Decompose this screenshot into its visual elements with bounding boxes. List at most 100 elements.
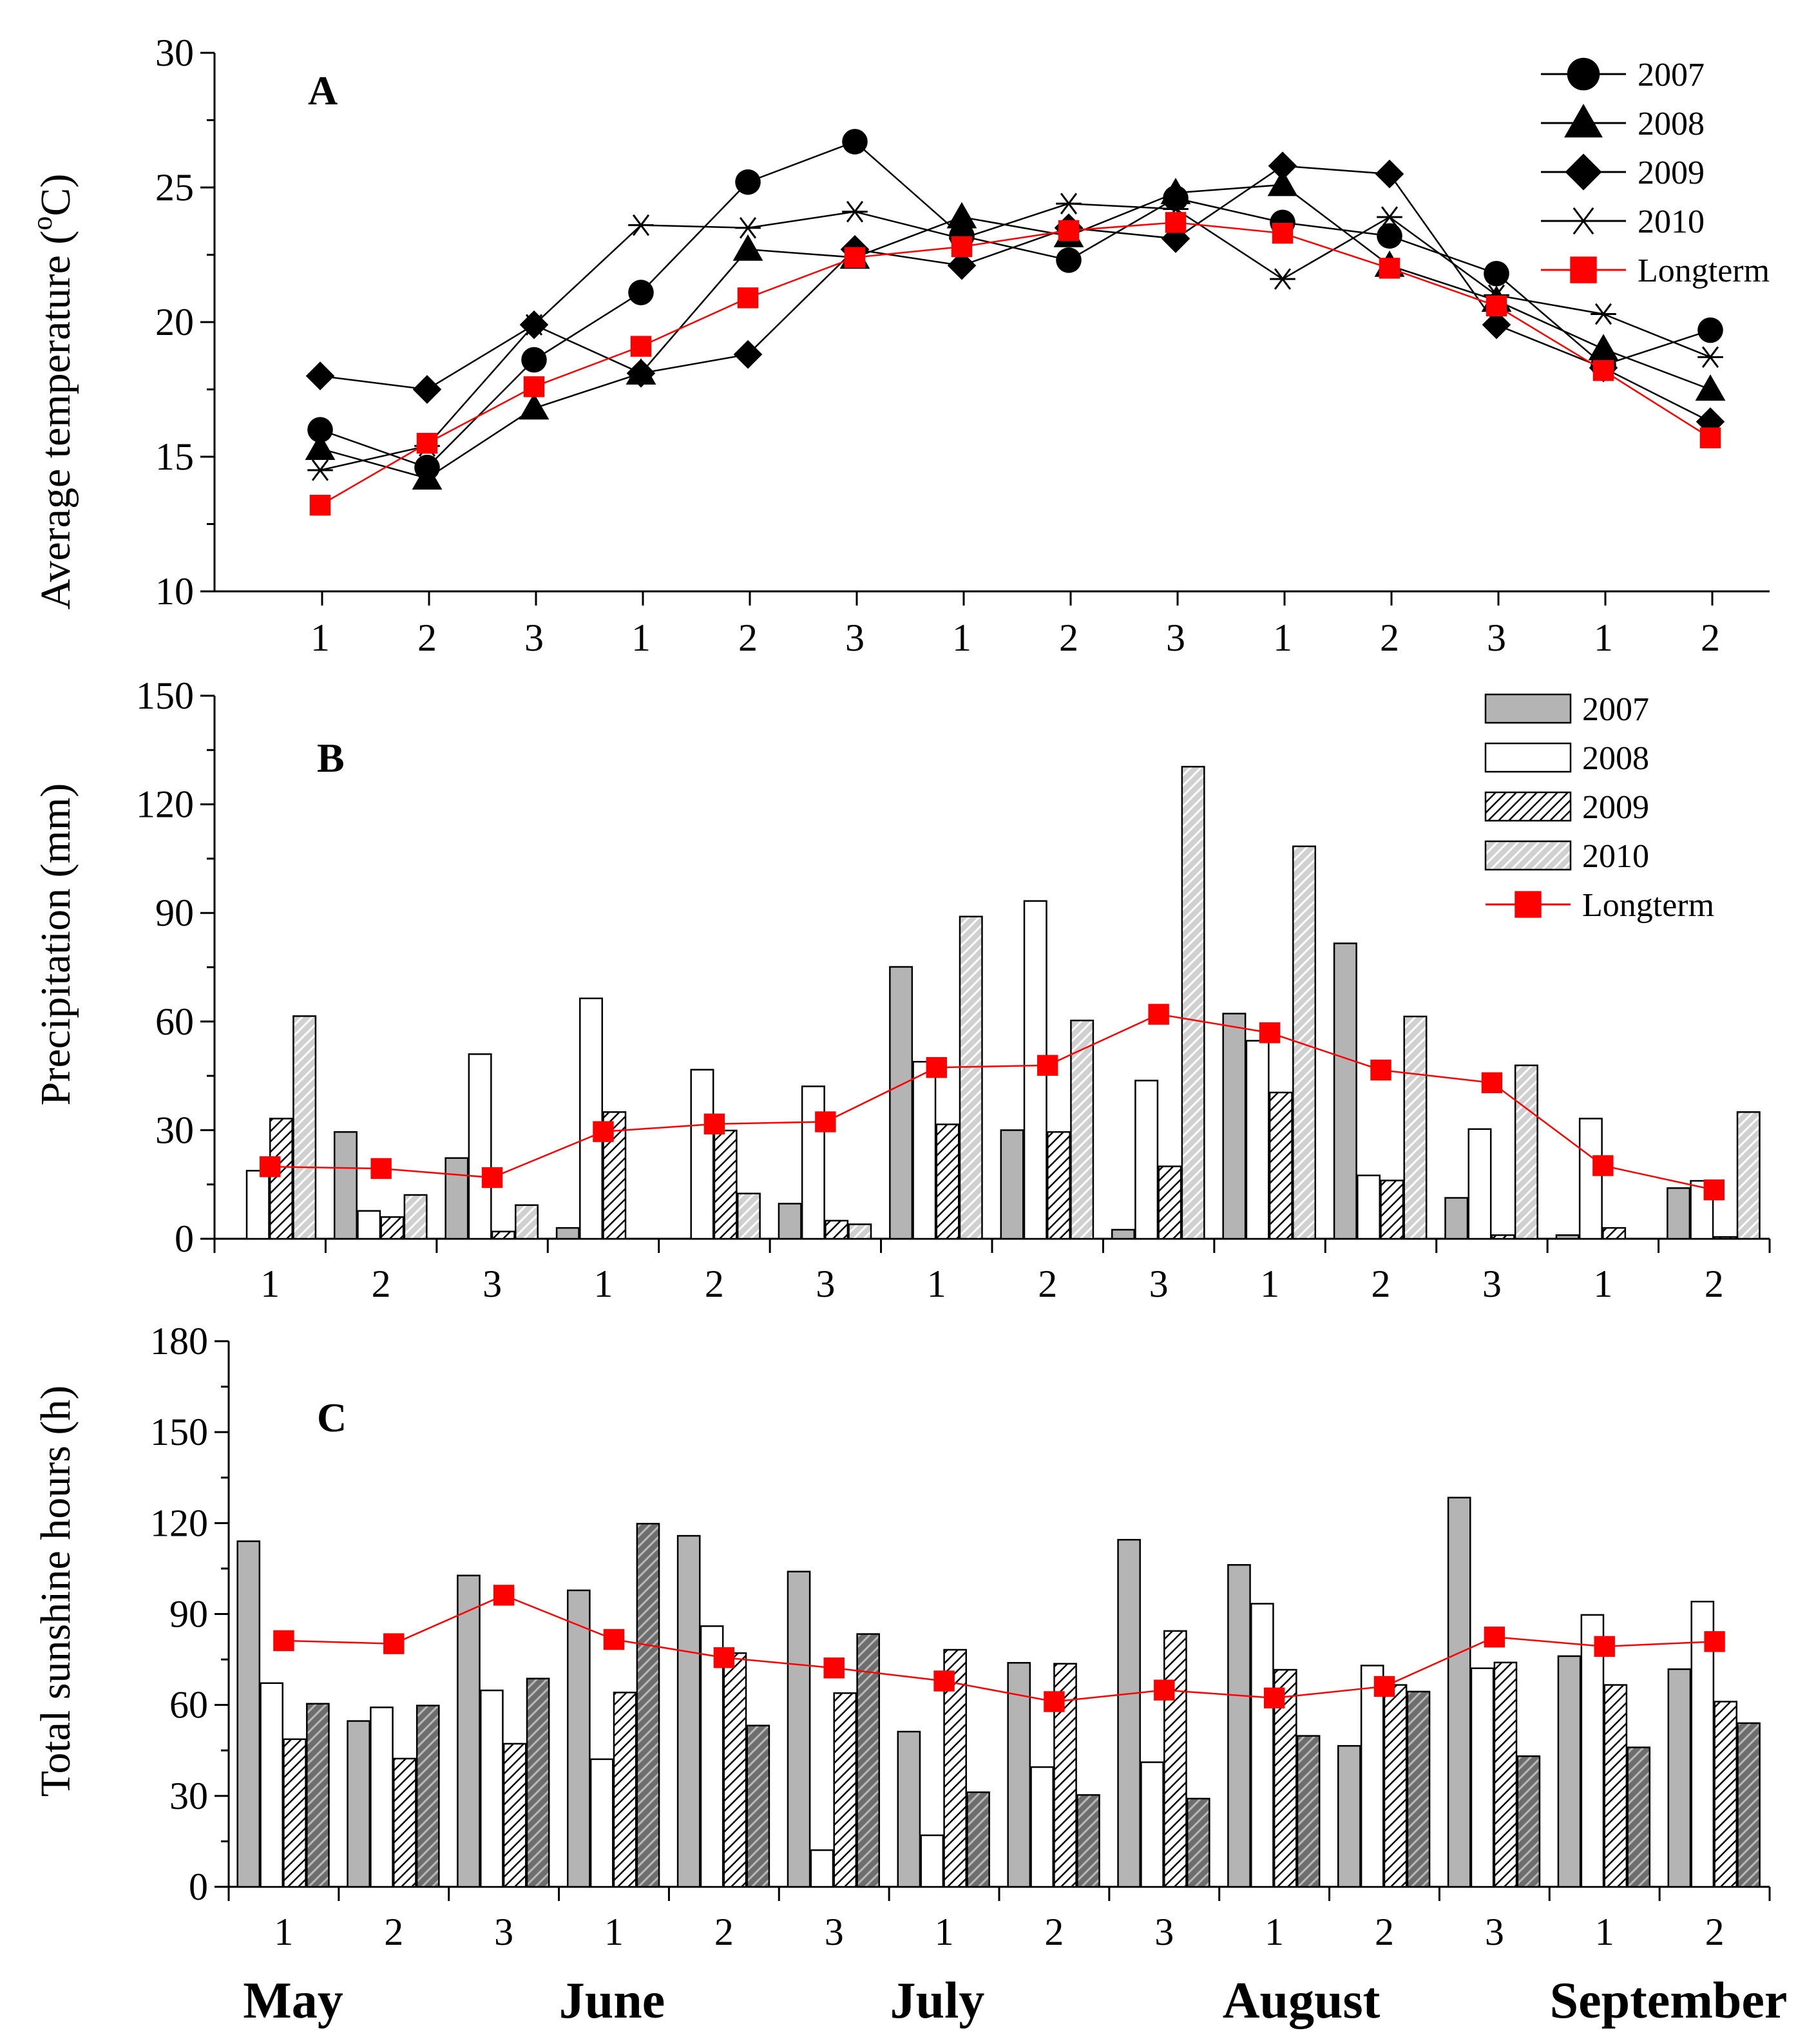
data-point-longterm [603,1629,625,1650]
data-point-2007 [842,129,868,155]
temperature-x-tick-label: 1 [311,616,330,659]
bar-2007 [787,1571,811,1888]
bar-2009 [1602,1227,1627,1240]
data-point-2010 [1591,303,1616,325]
precipitation-x-tick-label: 2 [1038,1263,1057,1305]
legend-label-2008: 2008 [1638,106,1705,142]
bar-2010 [1403,1015,1428,1240]
temperature-x-tick-label: 2 [738,616,758,659]
bar-2008 [245,1170,270,1240]
legend-marker-2008 [1564,104,1603,138]
bar-2009 [502,1743,527,1888]
bar-2009 [1713,1236,1737,1240]
bar-2008 [1245,1040,1270,1240]
data-point-longterm [593,1121,614,1142]
data-point-longterm [1592,1155,1614,1176]
bar-2009 [491,1230,515,1240]
legend-label-2007: 2007 [1638,57,1705,93]
data-point-2010 [735,216,761,239]
bar-2010 [306,1703,330,1888]
bar-2009 [269,1118,293,1240]
bar-2007 [555,1227,580,1240]
bar-2009 [1268,1091,1293,1240]
bar-2010 [959,915,983,1240]
temperature-x-tick-label: 3 [845,616,865,659]
bar-2009 [723,1652,747,1888]
data-point-2010 [628,214,654,236]
bar-2010 [966,1791,990,1888]
data-point-2009 [626,359,656,388]
temperature-x-tick-label: 1 [1594,616,1613,659]
panel-letter-b: B [317,735,345,781]
data-point-2009 [947,251,977,280]
bar-2010 [1076,1794,1100,1888]
bar-2007 [1227,1564,1251,1888]
bar-2008 [1250,1603,1274,1888]
bar-2010 [1736,1111,1761,1240]
precipitation-x-tick-label: 2 [372,1263,391,1305]
bar-2009 [833,1692,857,1888]
legend-marker-2009 [1565,153,1602,191]
temperature-panel: A Average temperature (oC) 10 15 20 25 30 1 2 3… [26,32,1770,659]
sunshine-x-tick-label: 3 [1154,1911,1174,1953]
data-point-longterm [737,287,759,309]
data-point-longterm [1704,1631,1725,1652]
data-point-2007 [735,169,761,195]
temperature-x-tick-label: 1 [631,616,651,659]
data-point-longterm [1486,295,1507,317]
data-point-2007 [1377,223,1402,249]
temperature-x-tick-label: 3 [524,616,544,659]
bar-2008 [1140,1761,1164,1888]
precipitation-x-tick-label: 1 [260,1263,280,1305]
sunshine-x-tick-label: 2 [1375,1911,1394,1953]
bar-2008 [1690,1600,1715,1888]
data-point-longterm [493,1585,515,1606]
data-point-longterm [933,1670,955,1692]
temperature-x-tick-label: 3 [1166,616,1185,659]
bar-2007 [347,1720,370,1888]
data-point-longterm [1699,427,1721,448]
bar-2007 [1007,1662,1031,1888]
data-point-2010 [521,314,547,336]
data-point-longterm [815,1111,836,1132]
bar-2007 [676,1534,701,1888]
legend-label-2010: 2010 [1638,204,1705,240]
data-point-longterm [1594,1636,1615,1657]
data-point-longterm [1037,1055,1058,1076]
data-point-longterm [1263,1687,1285,1709]
data-point-longterm [1272,222,1294,244]
data-point-2009 [1375,159,1404,189]
data-point-longterm [1044,1691,1065,1712]
bar-2009 [1273,1668,1297,1888]
data-point-2008 [519,393,550,420]
data-point-longterm [370,1158,392,1180]
sunshine-x-tick-label: 3 [1485,1911,1504,1953]
bar-2007 [1444,1197,1469,1240]
bar-2007 [457,1574,481,1888]
sunshine-panel: C Total sunshine hours (h) 0 30 60 90 120 150… [32,1320,1787,2029]
data-point-longterm [1592,360,1614,381]
bar-2009 [1046,1131,1071,1240]
bar-2008 [1357,1174,1381,1240]
sunshine-y-tick-label: 150 [150,1411,208,1453]
bar-2007 [1222,1013,1247,1240]
precipitation-x-tick-label: 1 [1260,1263,1279,1305]
bar-2009 [1714,1701,1737,1888]
bar-2009 [1383,1684,1408,1888]
data-point-longterm [703,1113,725,1135]
precipitation-x-tick-label: 2 [1705,1263,1724,1305]
bar-2008 [589,1758,614,1888]
sunshine-y-tick-label: 180 [150,1320,208,1362]
legend-label-2008: 2008 [1582,740,1649,777]
temperature-x-tick-label: 1 [1273,616,1292,659]
sunshine-y-tick-label: 60 [169,1684,208,1726]
bar-2008 [1023,900,1047,1240]
series-line-2008 [320,184,1711,479]
series-line-longterm [270,1013,1715,1191]
bar-2008 [912,1060,937,1240]
bar-2009 [1603,1684,1628,1888]
precipitation-y-tick-label: 90 [155,892,194,934]
sunshine-x-tick-label: 1 [274,1911,293,1953]
bar-2010 [1296,1735,1321,1888]
